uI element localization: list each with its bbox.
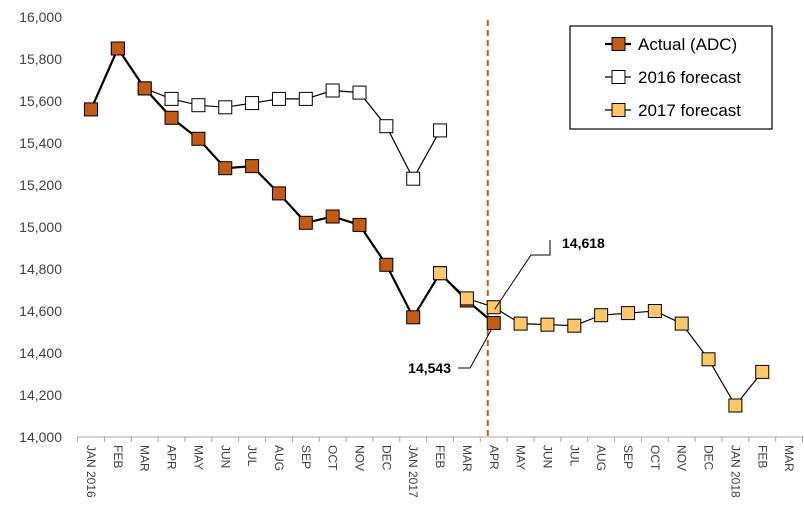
marker-2017-forecast <box>567 318 582 333</box>
marker-actual-adc <box>218 161 233 176</box>
y-tick-label: 15,000 <box>19 219 62 235</box>
x-tick-label: NOV <box>675 445 689 471</box>
x-tick-label: JUN <box>218 445 232 468</box>
x-tick-label: JUL <box>567 445 581 467</box>
y-tick-label: 15,400 <box>19 135 62 151</box>
y-tick-label: 16,000 <box>19 9 62 25</box>
x-tick-label: MAY <box>191 445 205 470</box>
series-group <box>84 41 770 413</box>
x-tick-label: SEP <box>621 445 635 469</box>
y-tick-label: 14,800 <box>19 261 62 277</box>
marker-2017-forecast <box>755 364 770 379</box>
marker-actual-adc <box>137 81 152 96</box>
marker-actual-adc <box>164 110 179 125</box>
annotations: 14,618 14,543 <box>408 235 605 376</box>
marker-2017-forecast <box>594 308 609 323</box>
marker-2016-forecast <box>406 171 421 186</box>
x-tick-label: DEC <box>379 445 393 471</box>
annotation-leader <box>458 328 493 369</box>
marker-actual-adc <box>486 315 501 330</box>
legend-swatch-marker <box>611 37 626 51</box>
x-tick-label: JAN 2018 <box>728 445 742 498</box>
x-axis <box>77 436 804 442</box>
x-tick-label: OCT <box>326 445 340 471</box>
x-tick-label: MAY <box>514 445 528 470</box>
x-tick-label: FEB <box>111 445 125 468</box>
marker-2017-forecast <box>621 306 635 321</box>
marker-2017-forecast <box>701 352 716 367</box>
marker-2017-forecast <box>647 304 662 318</box>
x-tick-label: MAR <box>782 445 796 472</box>
y-tick-label: 15,800 <box>19 51 62 67</box>
x-tick-label: NOV <box>353 445 367 471</box>
marker-actual-adc <box>84 102 98 117</box>
marker-2016-forecast <box>191 98 206 113</box>
x-tick-label: APR <box>487 445 501 470</box>
marker-2016-forecast <box>379 119 394 134</box>
x-tick-label: DEC <box>702 445 716 471</box>
marker-2017-forecast <box>728 398 743 413</box>
marker-actual-adc <box>352 217 367 232</box>
marker-2016-forecast <box>245 96 260 111</box>
marker-actual-adc <box>379 257 394 272</box>
marker-actual-adc <box>298 215 313 230</box>
marker-2016-forecast <box>433 123 448 138</box>
marker-2017-forecast <box>459 291 474 306</box>
x-tick-label: APR <box>165 445 179 470</box>
series-line-actual-adc <box>89 46 495 324</box>
legend-swatch-marker <box>611 70 626 84</box>
legend: Actual (ADC) 2016 forecast 2017 forecast <box>569 25 773 130</box>
y-tick-label: 14,200 <box>19 387 62 403</box>
marker-actual-adc <box>406 310 421 325</box>
marker-actual-adc <box>191 131 206 146</box>
x-tick-label: FEB <box>755 445 769 468</box>
marker-2017-forecast <box>513 316 528 331</box>
x-tick-label: AUG <box>594 445 608 471</box>
marker-actual-adc <box>325 209 340 224</box>
legend-box <box>569 25 773 130</box>
x-axis-ticks: JAN 2016 FEB MAR APR MAY JUN JUL AUG SEP OCT NOV DE… <box>84 445 796 498</box>
x-tick-label: AUG <box>272 445 286 471</box>
marker-2017-forecast <box>486 300 501 315</box>
legend-entry-label: 2016 forecast <box>638 68 741 87</box>
y-tick-label: 15,600 <box>19 93 62 109</box>
x-tick-label: JAN 2017 <box>406 445 420 498</box>
marker-actual-adc <box>110 41 125 56</box>
x-tick-label: FEB <box>433 445 447 468</box>
y-tick-label: 14,400 <box>19 345 62 361</box>
marker-2016-forecast <box>218 100 233 115</box>
y-tick-label: 14,600 <box>19 303 62 319</box>
marker-2016-forecast <box>164 91 179 106</box>
x-tick-label: JUL <box>245 445 259 467</box>
marker-2016-forecast <box>298 91 313 106</box>
annotation-label: 14,618 <box>562 235 605 251</box>
marker-2016-forecast <box>271 91 286 106</box>
x-tick-label: SEP <box>299 445 313 469</box>
y-tick-label: 15,200 <box>19 177 62 193</box>
x-tick-label: JAN 2016 <box>84 445 98 498</box>
marker-actual-adc <box>271 186 286 201</box>
marker-2017-forecast <box>433 266 448 281</box>
marker-2017-forecast <box>540 317 555 332</box>
annotation-label: 14,543 <box>408 360 451 376</box>
annotation-leader <box>494 240 551 310</box>
x-tick-label: JUN <box>540 445 554 468</box>
x-tick-label: MAR <box>138 445 152 472</box>
legend-swatch-marker <box>611 103 626 117</box>
y-tick-label: 14,000 <box>19 429 62 445</box>
marker-2016-forecast <box>352 85 367 100</box>
marker-2016-forecast <box>325 83 340 98</box>
legend-entry-label: 2017 forecast <box>638 101 741 120</box>
y-axis-ticks: 14,000 14,200 14,400 14,600 14,800 15,000 15,2… <box>19 9 62 445</box>
x-tick-label: MAR <box>460 445 474 472</box>
marker-actual-adc <box>245 159 260 174</box>
marker-2017-forecast <box>674 316 689 331</box>
x-tick-label: OCT <box>648 445 662 471</box>
legend-entry-label: Actual (ADC) <box>638 35 737 54</box>
